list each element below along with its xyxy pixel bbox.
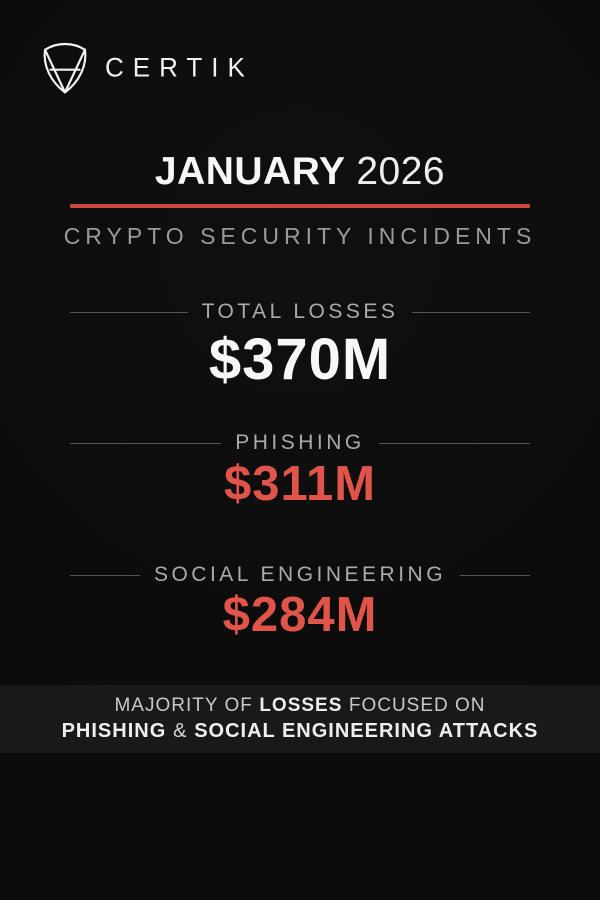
stat-value-phishing: $311M	[223, 457, 377, 511]
divider-line-left	[70, 442, 222, 444]
stat-divider-total-losses: TOTAL LOSSES	[70, 300, 530, 324]
report-title: JANUARY 2026	[0, 150, 600, 194]
stat-label-social-engineering: SOCIAL ENGINEERING	[153, 563, 447, 586]
banner-text-social-engineering: SOCIAL ENGINEERING ATTACKS	[194, 720, 539, 742]
brand-wordmark: CERTIK	[105, 50, 254, 83]
divider-line-left	[70, 311, 188, 313]
divider-line-left	[70, 574, 140, 576]
summary-banner-line1: MAJORITY OF LOSSES FOCUSED ON	[114, 695, 485, 717]
divider-line-right	[378, 442, 531, 444]
title-month: JANUARY	[154, 150, 346, 193]
stat-divider-social-engineering: SOCIAL ENGINEERING	[70, 563, 531, 587]
report-subtitle: CRYPTO SECURITY INCIDENTS	[63, 223, 537, 249]
stat-divider-phishing: PHISHING	[70, 431, 531, 455]
divider-line-right	[412, 311, 530, 313]
title-year: 2026	[356, 150, 446, 193]
banner-text-ampersand: &	[173, 720, 188, 742]
title-underline-rule	[70, 204, 530, 208]
banner-text-pre: MAJORITY OF	[114, 695, 253, 716]
stat-label-total-losses: TOTAL LOSSES	[201, 300, 399, 323]
stat-label-phishing: PHISHING	[235, 431, 365, 454]
divider-line-right	[460, 574, 531, 576]
summary-banner: MAJORITY OF LOSSES FOCUSED ON PHISHING &…	[0, 685, 600, 753]
stat-value-social-engineering: $284M	[222, 588, 378, 642]
banner-text-losses: LOSSES	[259, 695, 343, 716]
stat-value-total-losses: $370M	[208, 327, 392, 392]
banner-text-post: FOCUSED ON	[348, 695, 486, 716]
certik-shield-icon	[43, 42, 87, 94]
summary-banner-line2: PHISHING & SOCIAL ENGINEERING ATTACKS	[62, 720, 539, 743]
certik-logo: CERTIK	[36, 38, 254, 96]
banner-text-phishing: PHISHING	[61, 720, 167, 742]
